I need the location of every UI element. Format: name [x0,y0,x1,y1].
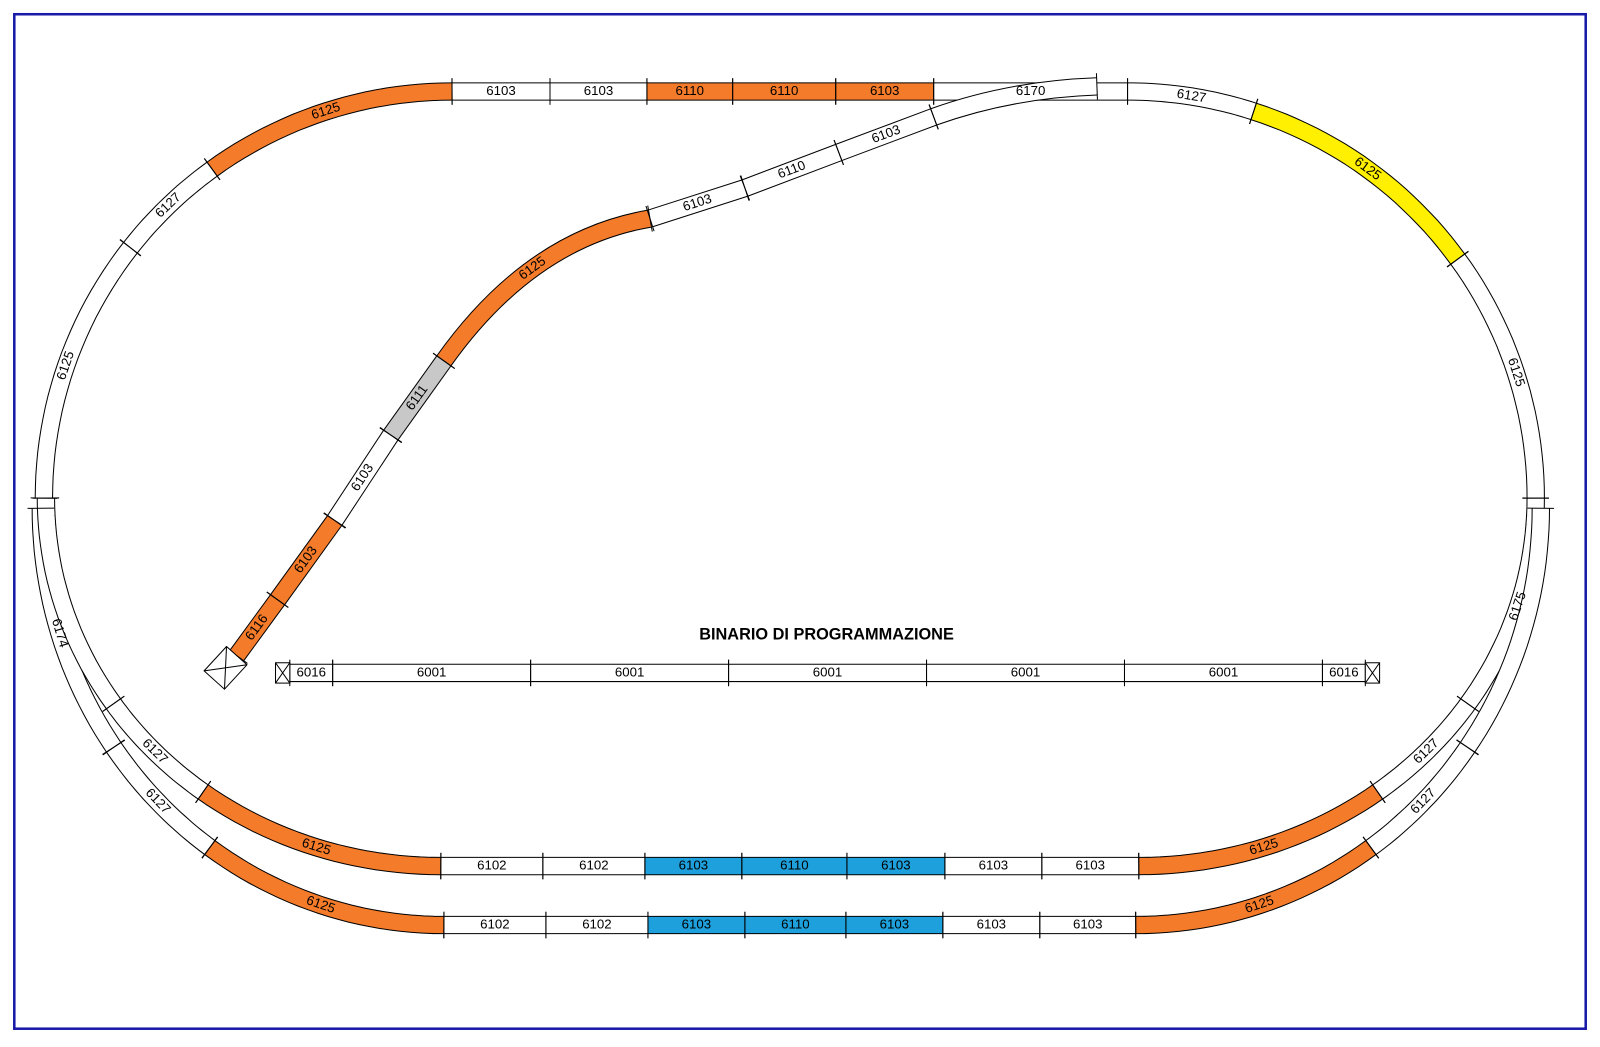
track-piece [647,180,748,227]
track-bodies [31,77,1550,935]
track-label: 6103 [1073,917,1102,932]
track-piece [205,840,444,934]
track-joint [1456,695,1479,712]
track-joint [1456,739,1479,756]
track-label: 6001 [1011,664,1040,679]
track-label: 6102 [579,858,608,873]
bumper-cross [275,662,291,684]
track-piece [270,515,342,605]
track-joint [323,512,346,529]
track-joint [1095,73,1098,100]
track-label: 6103 [682,917,711,932]
track-piece [1451,254,1544,499]
track-label: 6110 [780,858,808,873]
track-piece [207,83,453,176]
track-label: 6001 [417,664,446,679]
track-piece [327,430,398,525]
track-label: 6001 [1209,664,1238,679]
track-joint [102,695,125,712]
track-label: 6016 [1329,664,1358,679]
track-joint [266,591,289,608]
track-piece [124,162,217,253]
track-label: 6102 [477,858,506,873]
track-label: 6110 [781,917,809,932]
track-piece [1127,83,1257,120]
track-label: 6110 [676,83,704,98]
track-joint [102,739,125,756]
track-label: 6103 [679,858,708,873]
track-joint [379,427,403,443]
track-piece [741,144,842,196]
title: BINARIO DI PROGRAMMAZIONE [699,626,954,644]
track-joint [1248,98,1259,125]
track-joint [740,175,750,201]
track-joint [203,158,221,181]
track-joint [119,239,142,257]
track-label: 6001 [813,664,842,679]
track-label: 6103 [880,917,909,932]
track-joint [1369,780,1386,804]
bumpers [203,645,1381,690]
track-label: 6127 [1176,86,1208,106]
track-piece [1135,840,1376,934]
track-label: 6170 [1016,83,1045,98]
bumper [203,645,248,690]
track-piece [384,356,451,440]
track-joint [1446,250,1469,268]
track-piece [37,497,121,709]
track-label: 6103 [486,83,515,98]
track-piece [1251,103,1465,264]
track-piece [835,109,937,161]
track-label: 6110 [770,83,798,98]
track-label: 6103 [977,917,1006,932]
track-piece [1372,699,1475,799]
track-joint [647,205,653,232]
track-joint [195,780,212,804]
track-piece [437,210,652,366]
track-piece [1460,508,1549,752]
track-piece [106,742,215,855]
track-piece [106,699,208,799]
track-piece [230,594,285,661]
track-piece [198,785,441,875]
track-label: 6103 [1076,858,1105,873]
track-joint [833,139,844,166]
track-label: 6103 [584,83,613,98]
track-label: 6001 [615,664,644,679]
track-piece [35,242,137,499]
track-label: 6102 [582,917,611,932]
track-piece [1366,742,1475,855]
track-joint [432,352,455,369]
track-joints [27,73,1555,939]
track-label: 6103 [881,858,910,873]
bumper-cross [1364,662,1381,684]
track-label: 6102 [480,917,509,932]
track-joint [928,104,939,130]
track-joint [201,836,218,859]
track-joint [1362,836,1380,859]
track-label: 6103 [979,858,1008,873]
track-label: 6103 [870,83,899,98]
track-label: 6016 [296,664,325,679]
track-piece [1138,785,1383,875]
track-piece [930,78,1098,125]
